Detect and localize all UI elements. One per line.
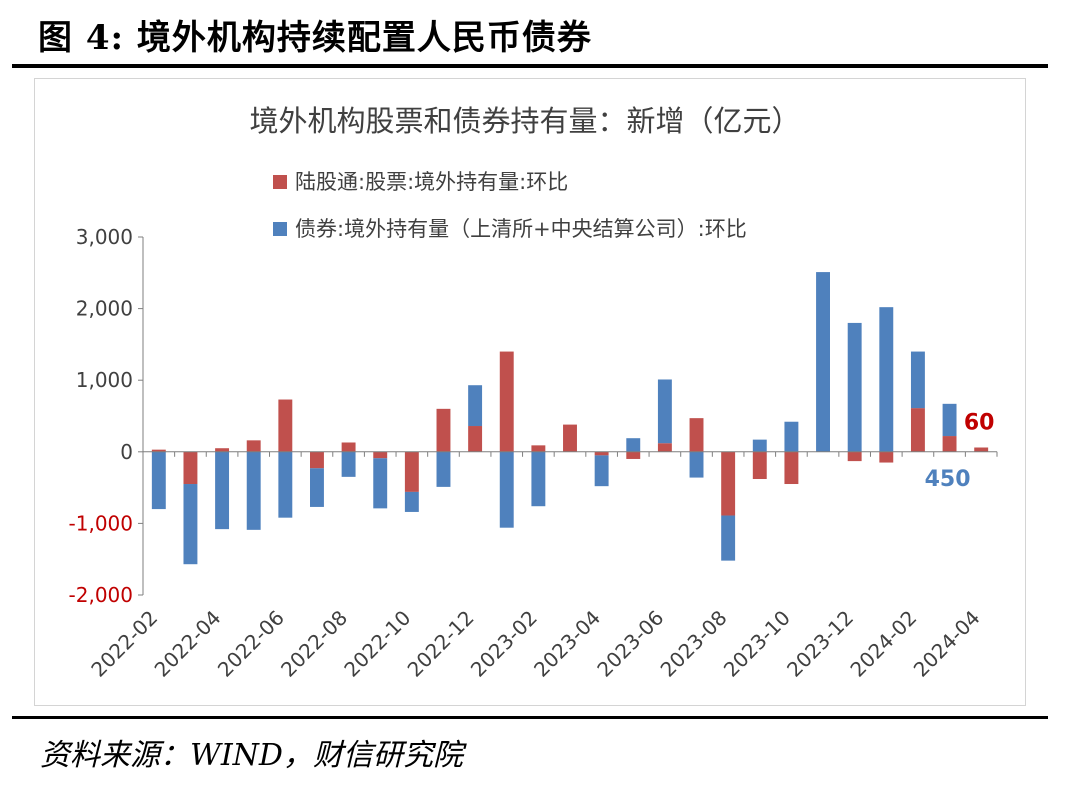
chart-container: 境外机构股票和债券持有量：新增（亿元） 陆股通:股票:境外持有量:环比 债券:境… [34,78,1026,706]
x-tick-label: 2023-10 [719,606,795,682]
x-tick-label: 2022-04 [150,606,226,682]
data-label: 450 [925,467,971,492]
y-tick-label: 1,000 [76,368,133,392]
bar-stock [942,436,957,452]
bar-stock [310,451,324,469]
bar-stock [563,424,577,452]
bar-stock [974,447,989,452]
plot-area: -2,000-1,00001,0002,0003,0002022-022022-… [69,225,998,682]
y-tick-label: -2,000 [69,583,133,607]
bar-stock [784,451,799,485]
bar-stock [531,445,546,452]
bar-bond [942,403,957,437]
x-tick-label: 2023-08 [656,606,732,682]
y-tick-label: -1,000 [69,511,133,535]
bar-stock [879,451,894,463]
chart-title: 境外机构股票和债券持有量：新增（亿元） [249,104,800,138]
x-tick-label: 2023-04 [529,606,605,682]
bar-stock [246,440,261,452]
bar-bond [879,307,894,452]
bar-bond [341,451,356,477]
bar-stock [689,418,704,452]
bar-stock [594,451,609,456]
bar-stock [468,426,483,452]
x-tick-label: 2024-02 [845,606,921,682]
legend: 陆股通:股票:境外持有量:环比 债券:境外持有量（上清所+中央结算公司）:环比 [273,170,747,241]
bar-stock [626,451,641,459]
bar-bond [594,455,609,487]
legend-label-stock: 陆股通:股票:境外持有量:环比 [295,170,568,194]
x-tick-label: 2023-02 [466,606,542,682]
legend-label-bond: 债券:境外持有量（上清所+中央结算公司）:环比 [295,217,747,241]
bar-bond [246,451,261,530]
bar-bond [816,272,830,452]
bar-bond [436,451,451,487]
bar-stock [436,408,451,452]
x-tick-label: 2024-04 [909,606,985,682]
x-tick-label: 2023-06 [592,606,668,682]
y-tick-label: 2,000 [76,297,133,321]
bar-bond [752,439,767,452]
bar-bond [215,451,230,530]
top-rule [12,64,1048,68]
bar-chart: 境外机构股票和债券持有量：新增（亿元） 陆股通:股票:境外持有量:环比 债券:境… [69,104,998,682]
bar-bond [721,515,736,561]
source-note: 资料来源：WIND，财信研究院 [40,738,463,773]
y-tick-label: 0 [120,440,133,464]
bar-bond [183,484,198,565]
bar-stock [657,443,672,452]
bar-bond [531,451,546,507]
bar-stock [404,451,419,492]
bar-bond [657,379,672,444]
y-tick-label: 3,000 [76,225,133,249]
x-tick-label: 2022-10 [339,606,415,682]
legend-swatch-bond [273,222,287,236]
bar-stock [847,451,862,462]
bar-bond [278,451,293,518]
bar-stock [910,408,925,452]
x-tick-label: 2022-06 [213,606,289,682]
x-tick-label: 2022-02 [86,606,162,682]
bar-bond [151,451,166,510]
bar-bond [499,451,514,528]
bar-stock [499,351,514,452]
legend-swatch-stock [273,175,287,189]
bar-bond [404,491,419,512]
figure-title: 图 4: 境外机构持续配置人民币债券 [38,18,592,58]
bar-stock [183,451,198,485]
x-tick-label: 2022-12 [403,606,479,682]
bar-stock [341,442,356,452]
bar-stock [151,449,166,452]
bar-stock [215,448,230,452]
bar-bond [910,351,925,409]
bottom-rule [12,716,1048,719]
bar-bond [373,458,388,509]
bar-stock [721,451,736,516]
x-tick-label: 2022-08 [276,606,352,682]
bar-bond [310,468,324,507]
bar-stock [752,451,767,480]
bar-bond [847,322,862,452]
bar-bond [689,451,704,478]
bar-stock [373,451,388,459]
data-label: 60 [964,411,995,436]
bar-bond [468,385,483,427]
bar-bond [626,438,641,452]
bar-stock [278,399,293,452]
x-tick-label: 2023-12 [782,606,858,682]
bar-bond [784,421,799,452]
